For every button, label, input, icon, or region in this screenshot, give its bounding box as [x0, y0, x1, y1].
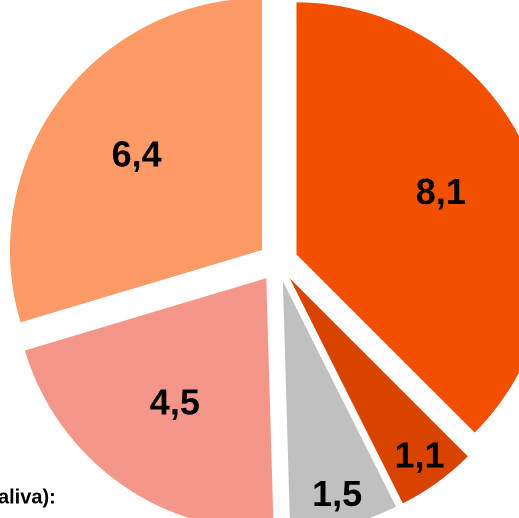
- data-label: 8,1: [416, 171, 466, 212]
- pie-slice: [10, 0, 262, 323]
- data-label: 6,4: [112, 133, 162, 174]
- data-label: 4,5: [150, 381, 200, 422]
- data-label: 1,5: [312, 473, 362, 514]
- data-label: 1,1: [395, 435, 445, 476]
- pie-slice: [24, 278, 274, 518]
- annotation: aliva):: [0, 486, 56, 508]
- pie-slice: [289, 278, 468, 504]
- pie-slice: [296, 2, 519, 433]
- pie-slice: [282, 281, 396, 518]
